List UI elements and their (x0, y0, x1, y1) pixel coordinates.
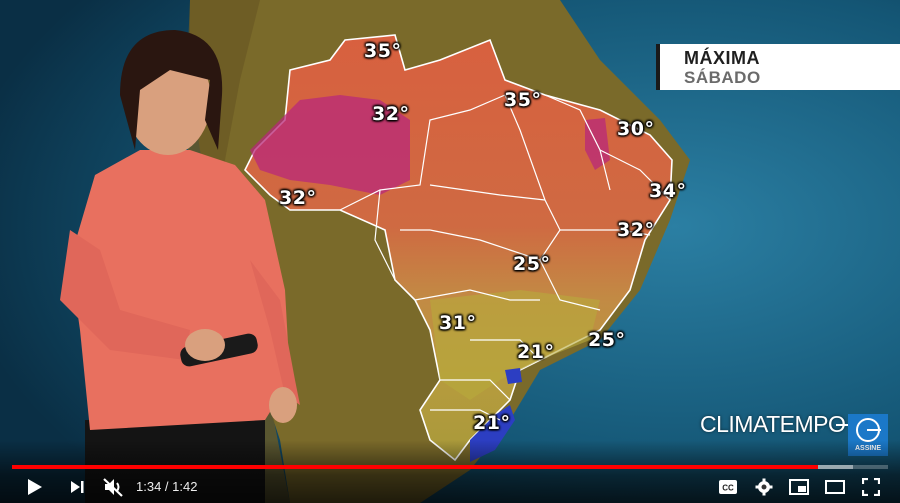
next-icon (71, 481, 84, 493)
controls-gradient (0, 440, 900, 503)
progress-bar[interactable] (12, 465, 888, 469)
settings-icon (755, 478, 773, 496)
mute-icon (103, 478, 123, 497)
miniplayer-icon (789, 479, 809, 495)
temp-label-sao-paulo: 21° (517, 341, 555, 363)
temp-label-para: 35° (504, 89, 542, 111)
climatempo-c-icon (856, 418, 881, 442)
time-separator: / (161, 479, 173, 494)
temp-label-roraima: 35° (364, 40, 402, 62)
temp-label-bahia: 32° (617, 219, 655, 241)
play-button[interactable] (22, 475, 48, 499)
time-display: 1:34 / 1:42 (136, 479, 197, 494)
temp-label-acre: 32° (279, 187, 317, 209)
current-time: 1:34 (136, 479, 162, 494)
temp-label-rio-grande-sul: 21° (473, 412, 511, 434)
climatempo-logo: CLIMATEMPO (700, 411, 846, 437)
hot-zone-amazonas (250, 95, 410, 195)
played-bar (12, 465, 818, 469)
caption-subtitle: SÁBADO (684, 68, 761, 87)
temp-label-paraiba: 34° (649, 180, 687, 202)
temp-label-amazonas: 32° (372, 103, 410, 125)
duration: 1:42 (172, 479, 198, 494)
play-icon (28, 479, 42, 495)
logo-line (836, 424, 850, 426)
captions-icon: CC (719, 480, 737, 494)
fullscreen-button[interactable] (858, 475, 884, 499)
temp-label-maranhao: 30° (617, 118, 655, 140)
temp-label-goias: 25° (513, 253, 551, 275)
temp-label-mato-grosso-sul: 31° (439, 312, 477, 334)
mute-button[interactable] (99, 475, 127, 499)
caption-title: MÁXIMA (684, 48, 760, 68)
state-borders (339, 94, 671, 421)
settings-button[interactable] (751, 475, 777, 499)
theater-icon (825, 480, 845, 494)
theater-button[interactable] (822, 475, 848, 499)
forecast-caption: MÁXIMA SÁBADO (656, 44, 900, 90)
captions-button[interactable]: CC (715, 475, 741, 499)
cool-zone-1 (505, 368, 522, 384)
mild-zone-south (430, 290, 600, 400)
svg-text:CC: CC (722, 484, 734, 493)
next-button[interactable] (64, 475, 90, 499)
miniplayer-button[interactable] (786, 475, 812, 499)
fullscreen-icon (862, 478, 880, 496)
temp-label-rio: 25° (588, 329, 626, 351)
